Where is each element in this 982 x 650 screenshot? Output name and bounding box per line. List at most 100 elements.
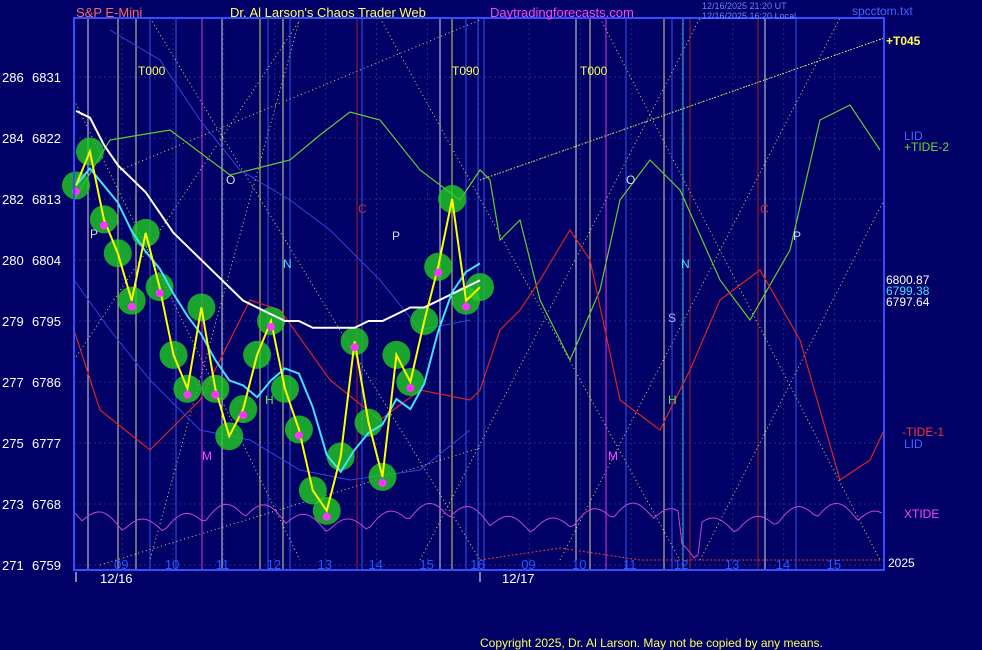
y-label-price: 6795 [32,314,61,329]
y-label-price: 6813 [32,192,61,207]
dotted-line [73,19,301,361]
y-label-time: 282 [2,192,24,207]
y-label-price: 6804 [32,253,61,268]
timestamp-local: 12/16/2025 16:20 Local [702,11,796,21]
x-label-date: 12/16 [100,571,133,586]
letter-p3: P [793,229,801,243]
right-labels: +T045 LID +TIDE-2 6800.87 6799.38 6797.6… [886,34,949,570]
letter-o1: O [226,173,235,187]
instrument-title: S&P E-Mini [76,5,142,20]
letter-h2: H [668,393,677,407]
price-line [75,148,481,514]
tide-curves [73,29,885,561]
price-series [62,109,494,525]
x-label-hour: 11 [623,557,637,572]
x-label-hour: 14 [776,557,790,572]
lid-curve [109,29,471,331]
tide1-curve [73,228,885,481]
dotted-line [699,199,885,561]
letter-n2: N [681,257,690,271]
label-xtide: XTIDE [904,507,939,521]
lid-lower-curve [73,279,471,481]
letter-o2: O [626,173,635,187]
marker-t000-b: T000 [580,64,608,78]
dotted-lines [73,17,885,566]
price-dot [127,302,136,311]
letter-h1: H [265,393,274,407]
label-year: 2025 [888,556,915,570]
price-dot [350,343,359,352]
label-tide2: +TIDE-2 [904,140,949,154]
price-dot [267,323,276,331]
label-lid-bottom: LID [904,437,923,451]
x-label-hour: 09 [114,557,128,572]
dotted-line [149,17,301,561]
price-dot [434,268,443,277]
y-label-price: 6786 [32,375,61,390]
x-label-date: 12/17 [502,571,535,586]
dotted-line [419,17,701,561]
label-lid-top: LID [904,129,923,143]
xtide-curve [73,502,883,559]
letter-labels: P O N H M C P O N S H M C P [90,173,801,463]
y-label-time: 280 [2,253,24,268]
label-tide1: -TIDE-1 [902,425,944,439]
y-label-price: 6768 [32,497,61,512]
price-dot [406,384,415,392]
dotted-line [479,37,885,181]
price-dot [322,512,331,521]
marker-t090: T090 [452,64,480,78]
tide2-curve [73,104,881,362]
dotted-line [599,17,881,561]
y-label-time: 277 [2,375,24,390]
price-dot [294,431,303,440]
y-axis-labels: 286 6831 284 6822 282 6813 280 6804 279 6795 277 67… [2,70,61,573]
ma-white-line [75,109,481,329]
letter-m2: M [608,449,618,463]
x-label-hour: 15 [827,557,841,572]
y-label-time: 275 [2,436,24,451]
x-label-hour: 09 [521,557,535,572]
letter-p2: P [392,229,400,243]
y-label-price: 6831 [32,70,61,85]
dotted-line [559,17,841,561]
letter-c1: C [358,202,367,216]
letter-m1: M [202,449,212,463]
x-label-hour: 12 [267,557,281,572]
price-dot [239,411,248,420]
value-1: 6800.87 [886,273,930,287]
x-label-hour: 10 [572,557,586,572]
price-dot [183,390,192,399]
y-label-price: 6822 [32,131,61,146]
price-dot [462,302,471,311]
site-url[interactable]: Daytradingforecasts.com [490,5,634,20]
value-3: 6797.64 [886,295,930,309]
plot-frame [73,17,885,571]
y-label-time: 286 [2,70,24,85]
y-label-price: 6777 [32,436,61,451]
dotted-line [119,19,481,171]
x-label-hour: 15 [419,557,433,572]
y-label-time: 279 [2,314,24,329]
x-label-hour: 16 [470,557,484,572]
letter-p1: P [90,227,98,241]
copyright: Copyright 2025, Dr. Al Larson. May not b… [480,636,823,650]
y-label-time: 273 [2,497,24,512]
letter-s: S [668,311,676,325]
y-label-time: 271 [2,558,24,573]
x-label-hour: 11 [216,557,230,572]
label-t045: +T045 [886,34,921,48]
site-title: Dr. Al Larson's Chaos Trader Web [230,5,426,20]
x-label-hour: 10 [165,557,179,572]
x-axis-labels: 09 10 11 12 13 14 15 16 09 10 11 12 13 14 15 12/16 12/17 [75,557,841,586]
price-dot [99,221,108,230]
timestamp-ut: 12/16/2025 21:20 UT [702,1,787,11]
file-name: spcctom.txt [852,4,913,18]
marker-t000-a: T000 [138,64,166,78]
price-dot [211,390,220,399]
value-2: 6799.38 [886,284,930,298]
dotted-line [73,99,301,561]
price-dot [155,289,164,298]
